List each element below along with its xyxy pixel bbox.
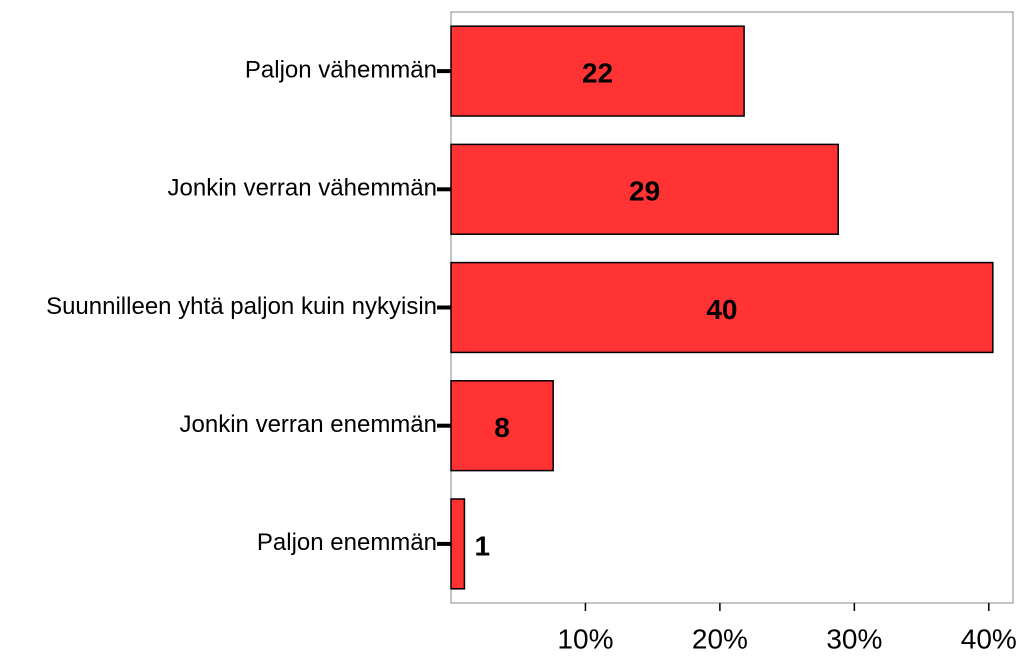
y-tick-label: Jonkin verran vähemmän [168, 175, 437, 202]
y-tick-label: Jonkin verran enemmän [180, 411, 437, 438]
x-tick-label: 30% [826, 623, 882, 654]
bar [450, 380, 554, 472]
value-label: 29 [629, 176, 660, 207]
value-label: 40 [706, 294, 737, 325]
bar [450, 143, 839, 235]
bar [450, 498, 466, 590]
value-label: 22 [582, 57, 613, 88]
bar [450, 25, 745, 117]
y-tick-label: Paljon enemmän [257, 529, 437, 556]
y-tick-label: Paljon vähemmän [245, 56, 437, 83]
x-tick-label: 10% [557, 623, 613, 654]
value-label: 1 [474, 530, 490, 561]
value-label: 8 [494, 412, 510, 443]
x-tick-label: 20% [692, 623, 748, 654]
x-tick-label: 40% [961, 623, 1017, 654]
y-tick-label: Suunnilleen yhtä paljon kuin nykyisin [46, 293, 437, 320]
bar [450, 261, 994, 354]
